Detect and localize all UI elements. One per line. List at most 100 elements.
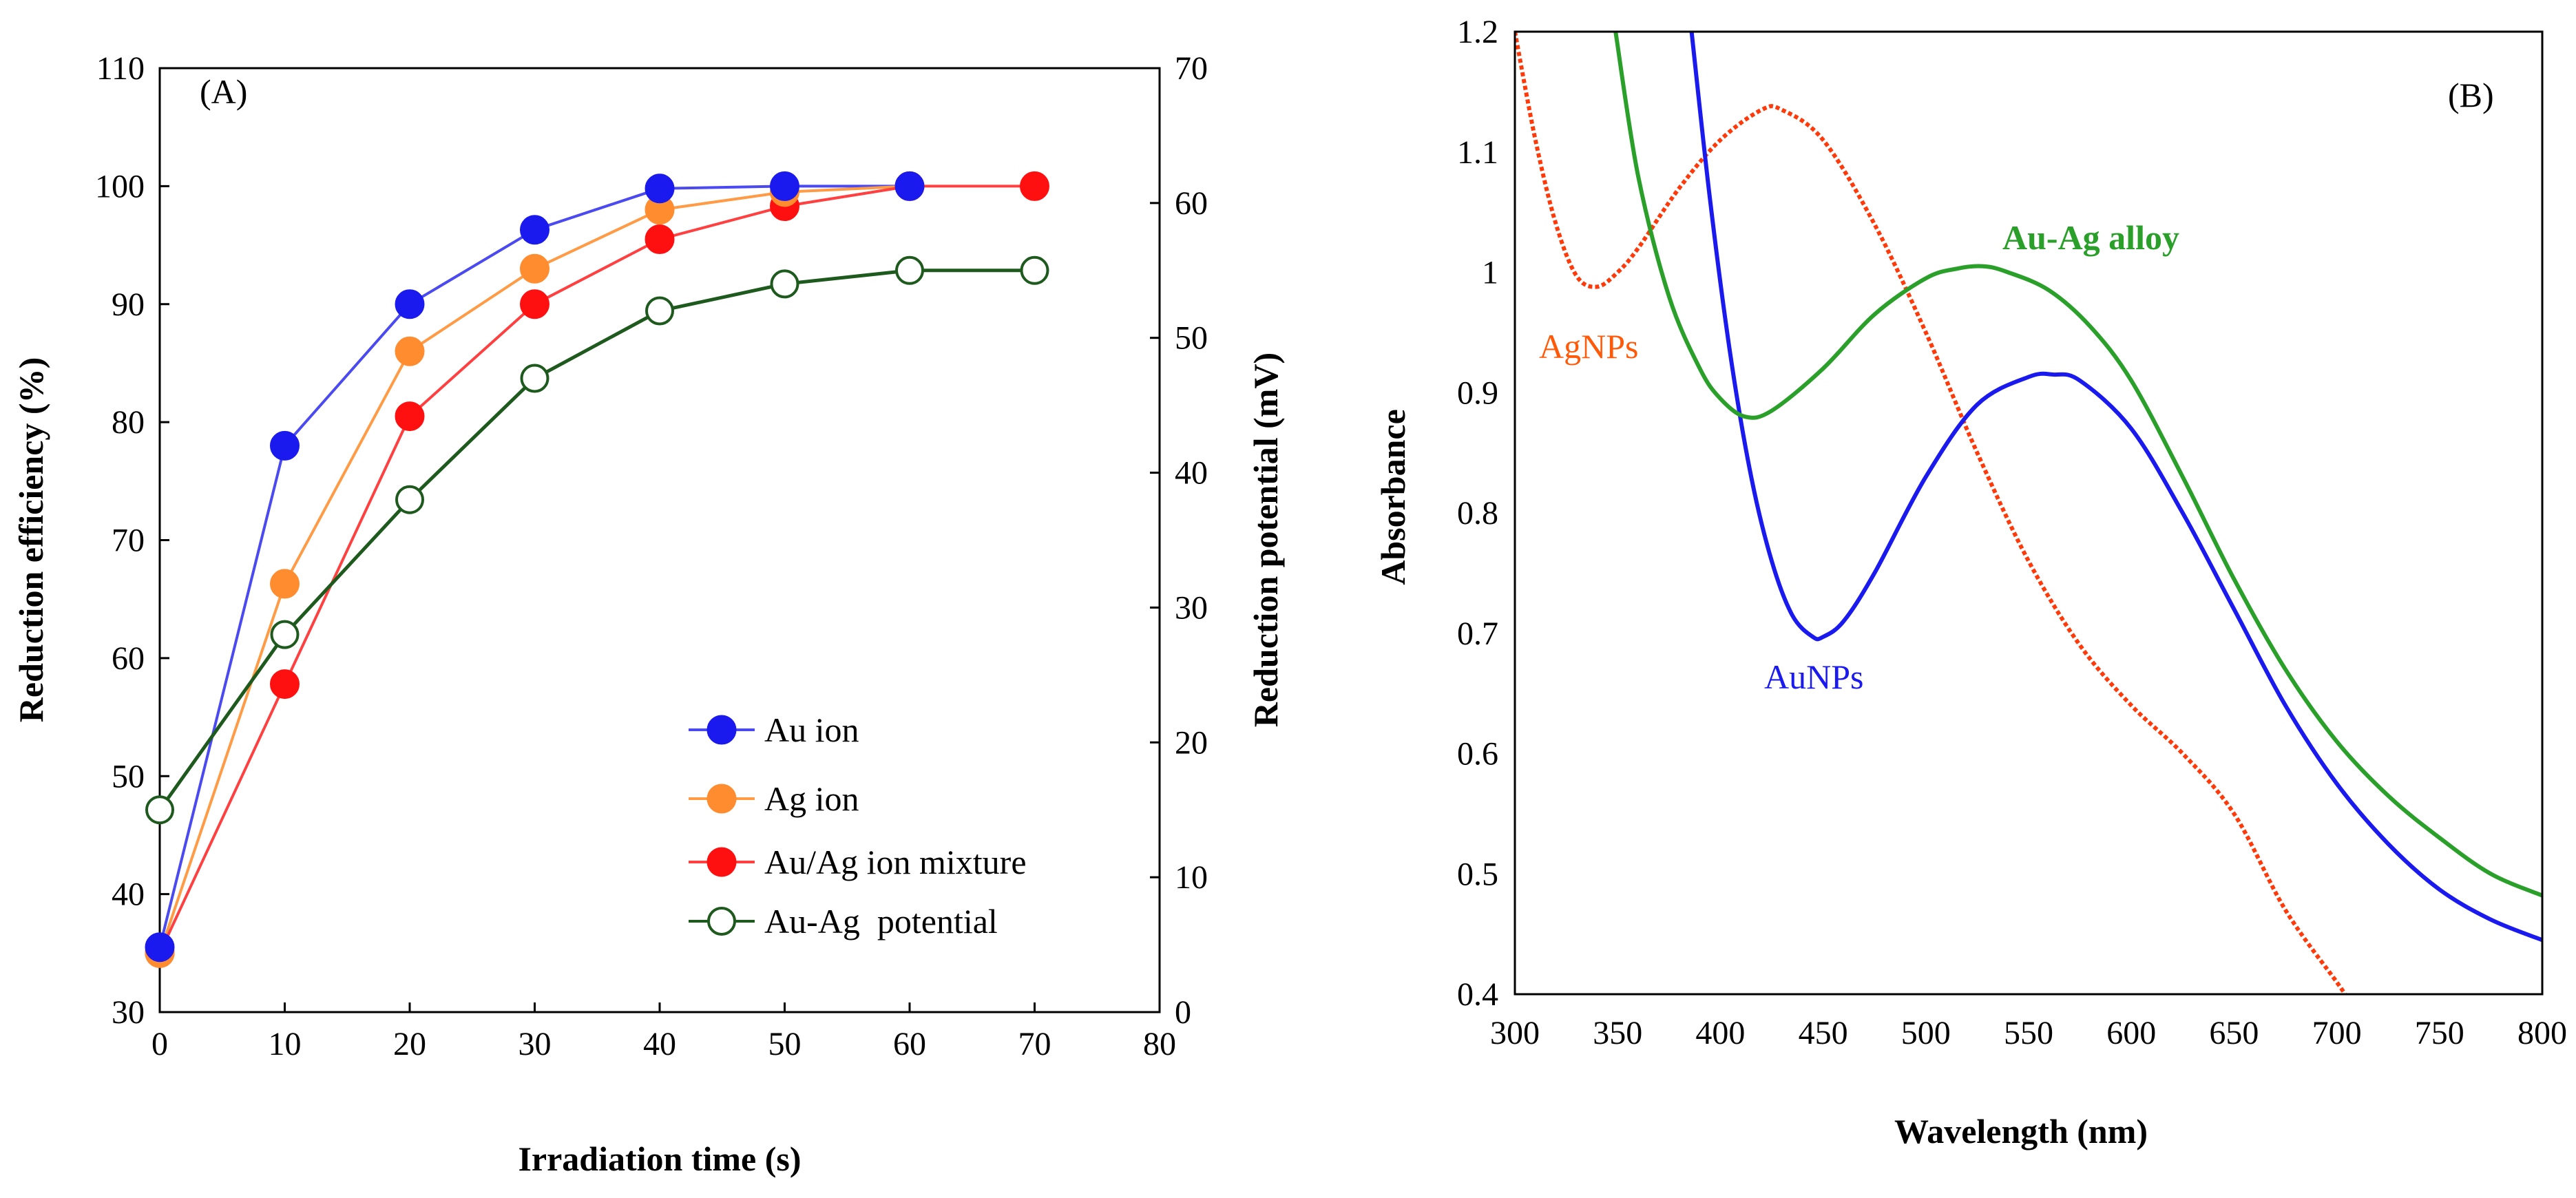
data-point-au-ag-ion-mixture: [1020, 171, 1049, 201]
data-point-au-ag-potential: [1020, 255, 1049, 285]
chart-b-y-tick-label: 1.2: [1457, 14, 1498, 50]
legend-ag-ion-marker: [706, 784, 737, 814]
chart-a-y2-tick-label: 70: [1175, 50, 1208, 87]
data-point-au-ag-potential: [270, 620, 300, 649]
chart-a-y2-tick-label: 50: [1175, 320, 1208, 357]
data-point-au-ag-ion-mixture: [645, 224, 675, 254]
data-point-au-ag-potential: [770, 269, 799, 299]
series-line-agnps: [1515, 32, 2347, 994]
chart-b-x-tick-label: 550: [2004, 1015, 2053, 1051]
data-point-au-ion: [395, 289, 425, 319]
chart-b-y-tick-label: 0.5: [1457, 856, 1498, 892]
chart-a-y2-tick-label: 30: [1175, 589, 1208, 626]
chart-a-y-tick-label: 40: [112, 876, 145, 913]
chart-b-x-tick-label: 700: [2312, 1015, 2362, 1051]
chart-a-y-ticks: 30 40 50 60 70 80 90 100 110: [95, 50, 169, 1031]
chart-a-y2-tick-label: 20: [1175, 724, 1208, 761]
chart-b-x-ticks: 300 350 400 450 500 550 600 650 700 750 800: [1490, 1015, 2567, 1051]
chart-a-x-tick-label: 0: [151, 1026, 168, 1062]
data-point-ag-ion: [520, 253, 549, 284]
data-point-au-ag-ion-mixture: [520, 289, 549, 319]
data-point-ag-ion: [395, 336, 425, 366]
chart-b-x-tick-label: 750: [2415, 1015, 2464, 1051]
chart-b-y-tick-label: 0.9: [1457, 375, 1498, 411]
legend-item-ag-ion: Ag ion: [689, 779, 859, 818]
chart-a-y2-tick-label: 40: [1175, 455, 1208, 492]
chart-b-y-axis-title: Absorbance: [1374, 409, 1412, 585]
chart-a-y2-tick-label: 10: [1175, 859, 1208, 896]
data-point-au-ion: [520, 215, 549, 245]
legend-item-au-ion: Au ion: [689, 711, 859, 749]
legend-au-ag-mixture-marker: [706, 847, 737, 877]
data-point-ag-ion: [270, 569, 300, 599]
chart-a-panel-label: (A): [200, 72, 247, 111]
chart-b-y-tick-label: 0.8: [1457, 495, 1498, 532]
chart-b-annotation-aunps: AuNPs: [1764, 658, 1863, 696]
series-line-au-ag-potential: [158, 269, 1035, 811]
chart-a-y2-ticks: 0 10 20 30 40 50 60 70: [1150, 50, 1208, 1031]
chart-a-y-tick-label: 80: [112, 404, 145, 441]
legend-au-ag-potential-label: Au-Ag potential: [764, 902, 998, 940]
chart-a-x-tick-label: 40: [643, 1026, 676, 1062]
legend-item-au-ag-mixture: Au/Ag ion mixture: [689, 843, 1027, 881]
data-point-au-ion: [770, 171, 799, 201]
chart-b-annotation-au-ag-alloy: Au-Ag alloy: [2002, 218, 2179, 257]
chart-b: 300 350 400 450 500 550 600 650 700 750 800 0.4 0.5…: [1374, 14, 2567, 1150]
chart-a-y-tick-label: 70: [112, 523, 145, 559]
chart-b-y-tick-label: 1.1: [1457, 134, 1498, 171]
data-point-au-ag-potential: [145, 795, 174, 825]
legend-ag-ion-label: Ag ion: [764, 779, 859, 818]
data-point-au-ag-potential: [895, 255, 924, 285]
chart-a-x-tick-label: 10: [269, 1026, 302, 1062]
chart-a-y-tick-label: 110: [96, 50, 145, 87]
chart-b-x-tick-label: 350: [1593, 1015, 1642, 1051]
chart-a-y-tick-label: 100: [95, 168, 145, 204]
chart-b-plot-frame: [1514, 30, 2544, 996]
chart-a-series-lines: [158, 185, 1035, 954]
series-line-au-ag-ion-mixture: [158, 185, 1035, 954]
chart-a-x-axis-title: Irradiation time (s): [518, 1139, 801, 1178]
chart-b-y-ticks: 0.4 0.5 0.6 0.7 0.8 0.9 1 1.1 1.2: [1457, 14, 1498, 1013]
chart-b-y-tick-label: 0.7: [1457, 616, 1498, 652]
chart-b-y-tick-label: 0.6: [1457, 736, 1498, 773]
chart-a-y2-axis-title: Reduction potential (mV): [1246, 353, 1285, 727]
legend-item-au-ag-potential: Au-Ag potential: [689, 902, 998, 940]
data-point-au-ag-ion-mixture: [395, 401, 425, 432]
chart-a-x-tick-label: 70: [1018, 1026, 1051, 1062]
data-point-au-ag-potential: [645, 296, 674, 326]
chart-b-series-lines: [1515, 32, 2542, 994]
chart-b-x-tick-label: 300: [1490, 1015, 1540, 1051]
chart-b-x-tick-label: 500: [1901, 1015, 1951, 1051]
chart-b-x-tick-label: 600: [2106, 1015, 2156, 1051]
chart-a-x-tick-label: 80: [1143, 1026, 1176, 1062]
chart-b-annotation-agnps: AgNPs: [1539, 327, 1638, 366]
chart-b-x-tick-label: 650: [2209, 1015, 2259, 1051]
data-point-au-ion: [145, 932, 175, 963]
chart-b-y-tick-label: 0.4: [1457, 976, 1498, 1013]
chart-a-x-tick-label: 20: [393, 1026, 426, 1062]
chart-b-x-axis-title: Wavelength (nm): [1894, 1112, 2148, 1150]
legend-au-ag-potential-marker: [707, 907, 736, 936]
chart-a-x-ticks: 0 10 20 30 40 50 60 70 80: [151, 1002, 1176, 1062]
data-point-au-ion: [270, 430, 300, 461]
chart-a-y-tick-label: 30: [112, 994, 145, 1031]
chart-a-y-tick-label: 60: [112, 640, 145, 677]
data-point-au-ion: [894, 171, 925, 201]
series-line-aunps: [1689, 32, 2542, 943]
chart-a-y2-tick-label: 60: [1175, 185, 1208, 222]
chart-a-series-markers: [145, 171, 1049, 968]
chart-a-y2-tick-label: 0: [1175, 994, 1191, 1031]
chart-b-x-tick-label: 400: [1695, 1015, 1745, 1051]
legend-au-ion-marker: [706, 715, 737, 745]
chart-a-y-tick-label: 50: [112, 758, 145, 795]
chart-a-x-tick-label: 60: [893, 1026, 926, 1062]
chart-a-y-axis-title: Reduction efficiency (%): [12, 357, 50, 722]
chart-a-legend: Au ion Ag ion Au/Ag ion mixture Au-Ag po…: [689, 711, 1027, 940]
legend-au-ag-mixture-label: Au/Ag ion mixture: [764, 843, 1027, 881]
chart-a-y-tick-label: 90: [112, 286, 145, 323]
series-line-au-ag-alloy: [1613, 32, 2542, 898]
data-point-au-ag-potential: [520, 364, 549, 393]
chart-a-x-tick-label: 30: [519, 1026, 552, 1062]
